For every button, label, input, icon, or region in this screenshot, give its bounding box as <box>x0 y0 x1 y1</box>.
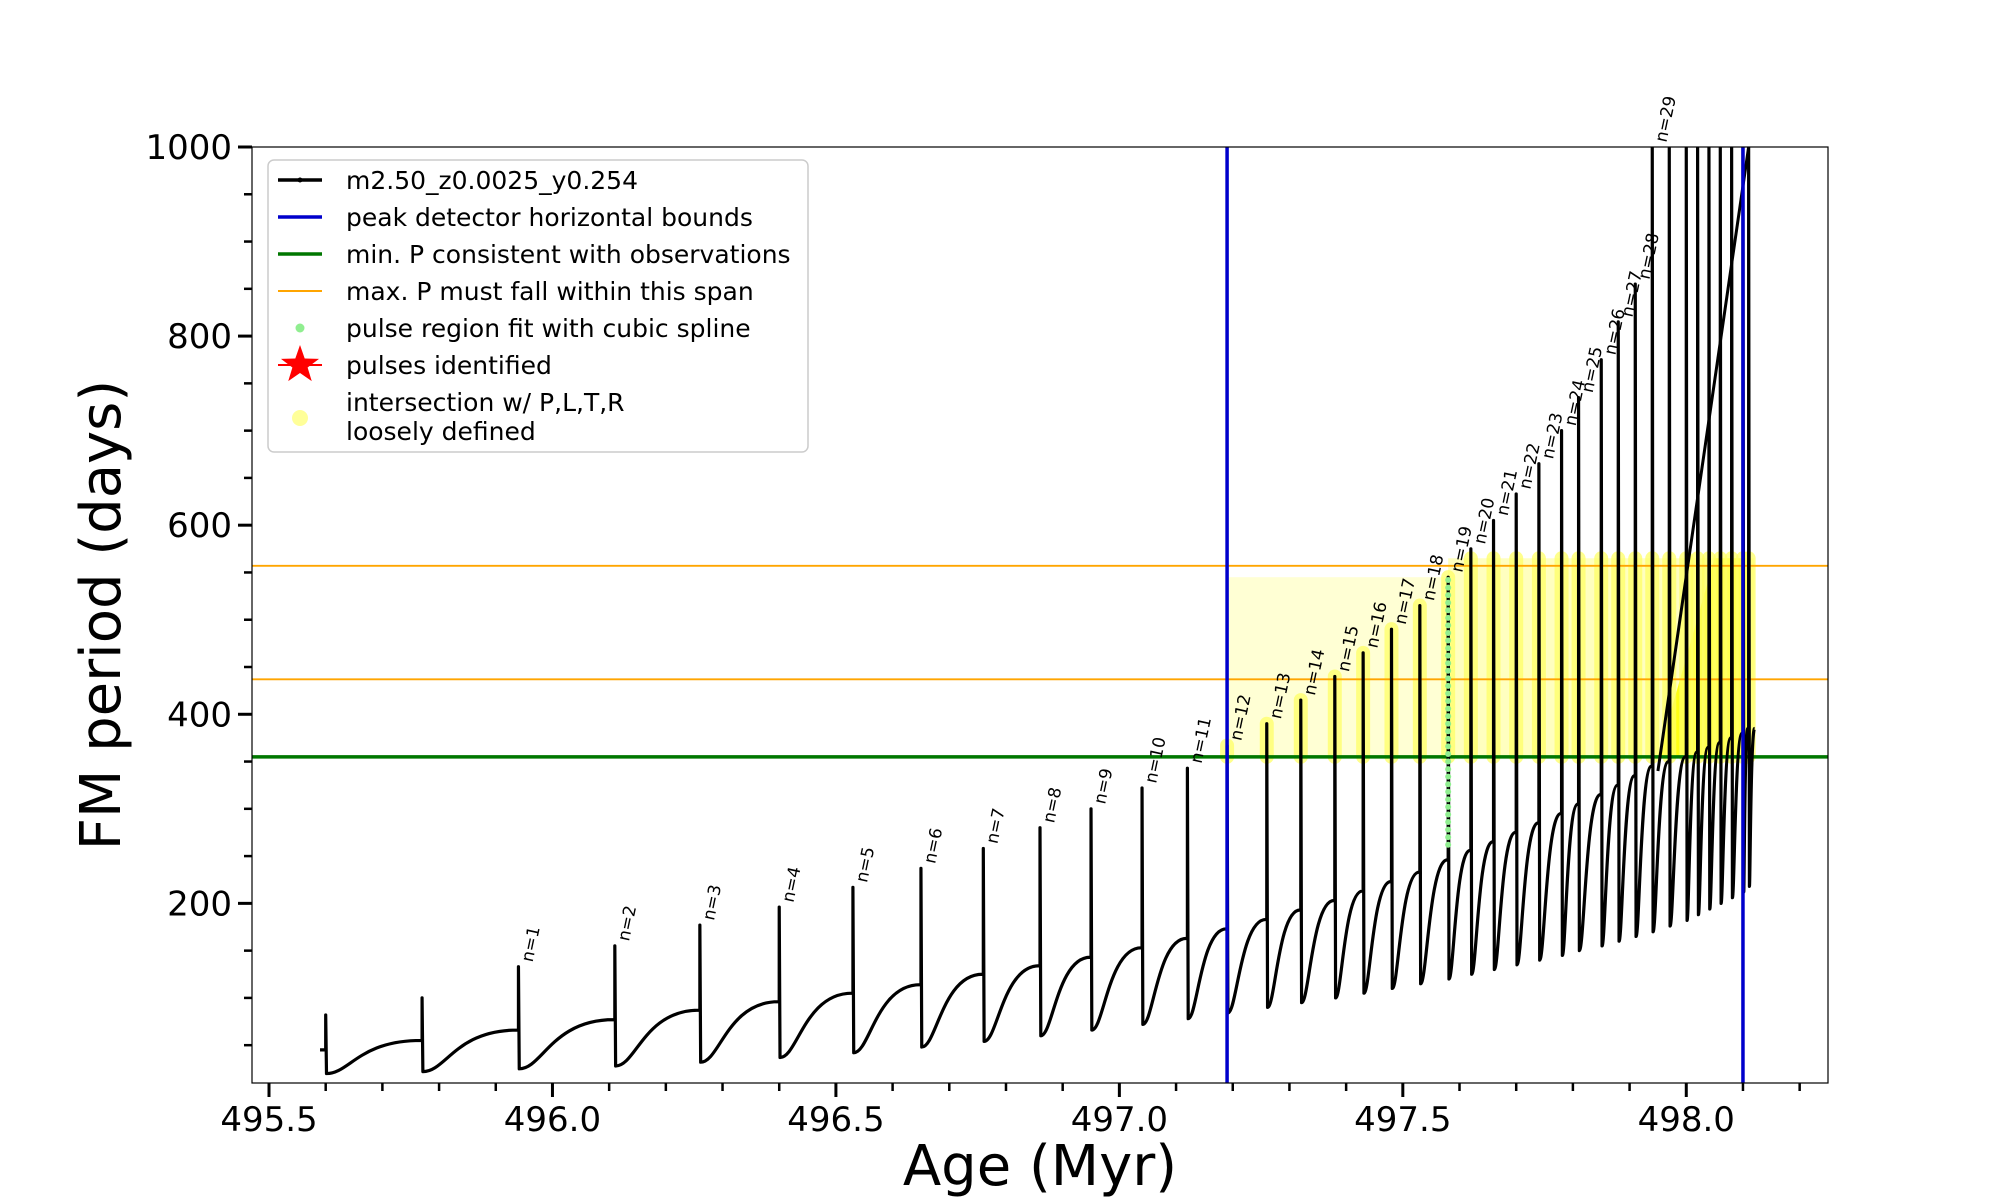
y-tick-label: 400 <box>167 695 232 735</box>
spline-point <box>1445 781 1452 788</box>
x-tick-label: 497.5 <box>1354 1100 1451 1140</box>
legend-label: min. P consistent with observations <box>346 240 791 269</box>
spline-point <box>1445 728 1452 735</box>
spline-point <box>1445 796 1452 803</box>
spline-point <box>1445 735 1452 742</box>
spline-point <box>1445 826 1452 833</box>
spline-point <box>1445 599 1452 606</box>
x-tick-label: 496.0 <box>504 1100 601 1140</box>
track-line <box>320 147 1757 1076</box>
spline-point <box>1445 637 1452 644</box>
legend-label: pulse region fit with cubic spline <box>346 314 751 343</box>
y-tick-label: 800 <box>167 317 232 357</box>
horizontal-reference-lines <box>252 564 1828 759</box>
y-axis: 200 400 600 800 1000 <box>145 128 252 1047</box>
spline-point <box>1445 841 1452 848</box>
spline-point <box>1445 690 1452 697</box>
spline-point <box>1445 675 1452 682</box>
legend-entry: peak detector horizontal bounds <box>278 203 753 232</box>
spline-point <box>1445 720 1452 727</box>
y-tick-label: 600 <box>167 506 232 546</box>
spline-point <box>1445 713 1452 720</box>
legend-entry: pulses identified <box>278 345 552 382</box>
spline-point <box>1445 773 1452 780</box>
spline-point <box>1445 614 1452 621</box>
spline-point <box>1445 758 1452 765</box>
spline-point <box>1445 705 1452 712</box>
y-tick-label: 200 <box>167 884 232 924</box>
spline-point <box>1445 743 1452 750</box>
spline-point <box>1445 607 1452 614</box>
legend-dot-icon <box>295 323 305 333</box>
legend-entry: min. P consistent with observations <box>278 240 791 269</box>
spline-point <box>1445 577 1452 584</box>
plot-frame <box>251 146 1829 1084</box>
spline-point <box>1445 811 1452 818</box>
legend-label: m2.50_z0.0025_y0.254 <box>346 166 638 195</box>
spline-point <box>1445 622 1452 629</box>
legend-entry: m2.50_z0.0025_y0.254 <box>278 166 638 195</box>
spline-point <box>1445 750 1452 757</box>
legend-dot-icon <box>297 177 303 183</box>
y-tick-label: 1000 <box>145 128 232 168</box>
legend-box <box>267 159 809 453</box>
spline-point <box>1445 660 1452 667</box>
spline-point <box>1445 584 1452 591</box>
legend-label: loosely defined <box>346 417 536 446</box>
x-axis: 495.5 496.0 496.5 497.0 497.5 498.0 <box>220 1083 1801 1140</box>
legend-circle-icon <box>292 410 308 426</box>
x-tick-label: 495.5 <box>220 1100 317 1140</box>
evolution-track <box>320 147 1757 1076</box>
spline-point <box>1445 803 1452 810</box>
legend-label: max. P must fall within this span <box>346 277 754 306</box>
y-axis-label: FM period (days) <box>69 380 134 850</box>
star-icon <box>280 345 320 382</box>
spline-point <box>1445 698 1452 705</box>
x-tick-label: 497.0 <box>1071 1100 1168 1140</box>
x-tick-label: 496.5 <box>787 1100 884 1140</box>
spline-point <box>1445 645 1452 652</box>
x-axis-label: Age (Myr) <box>903 1134 1177 1199</box>
track-final-rise <box>1656 147 1751 772</box>
legend-label: intersection w/ P,L,T,R <box>346 388 625 417</box>
spline-point <box>1445 652 1452 659</box>
x-tick-label: 498.0 <box>1638 1100 1735 1140</box>
spline-point <box>1445 592 1452 599</box>
legend-label: peak detector horizontal bounds <box>346 203 753 232</box>
spline-point <box>1445 682 1452 689</box>
spline-point <box>1445 629 1452 636</box>
spline-point <box>1445 766 1452 773</box>
spline-point <box>1445 667 1452 674</box>
cubic-spline-region <box>1445 577 1452 848</box>
spline-point <box>1445 834 1452 841</box>
spline-point <box>1445 819 1452 826</box>
legend-label: pulses identified <box>346 351 552 380</box>
peak-detector-bounds <box>1225 147 1745 1083</box>
legend-entry: pulse region fit with cubic spline <box>295 314 751 343</box>
spline-point <box>1445 788 1452 795</box>
legend-entry: max. P must fall within this span <box>278 277 754 306</box>
